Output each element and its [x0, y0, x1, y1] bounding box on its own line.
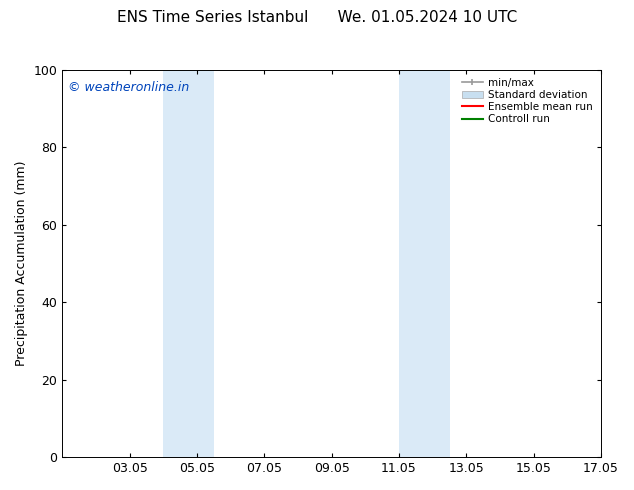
- Bar: [399, 70, 450, 457]
- Text: © weatheronline.in: © weatheronline.in: [68, 81, 189, 94]
- Y-axis label: Precipitation Accumulation (mm): Precipitation Accumulation (mm): [15, 161, 28, 366]
- Text: ENS Time Series Istanbul      We. 01.05.2024 10 UTC: ENS Time Series Istanbul We. 01.05.2024 …: [117, 10, 517, 25]
- Legend: min/max, Standard deviation, Ensemble mean run, Controll run: min/max, Standard deviation, Ensemble me…: [459, 75, 596, 127]
- Bar: [164, 70, 214, 457]
